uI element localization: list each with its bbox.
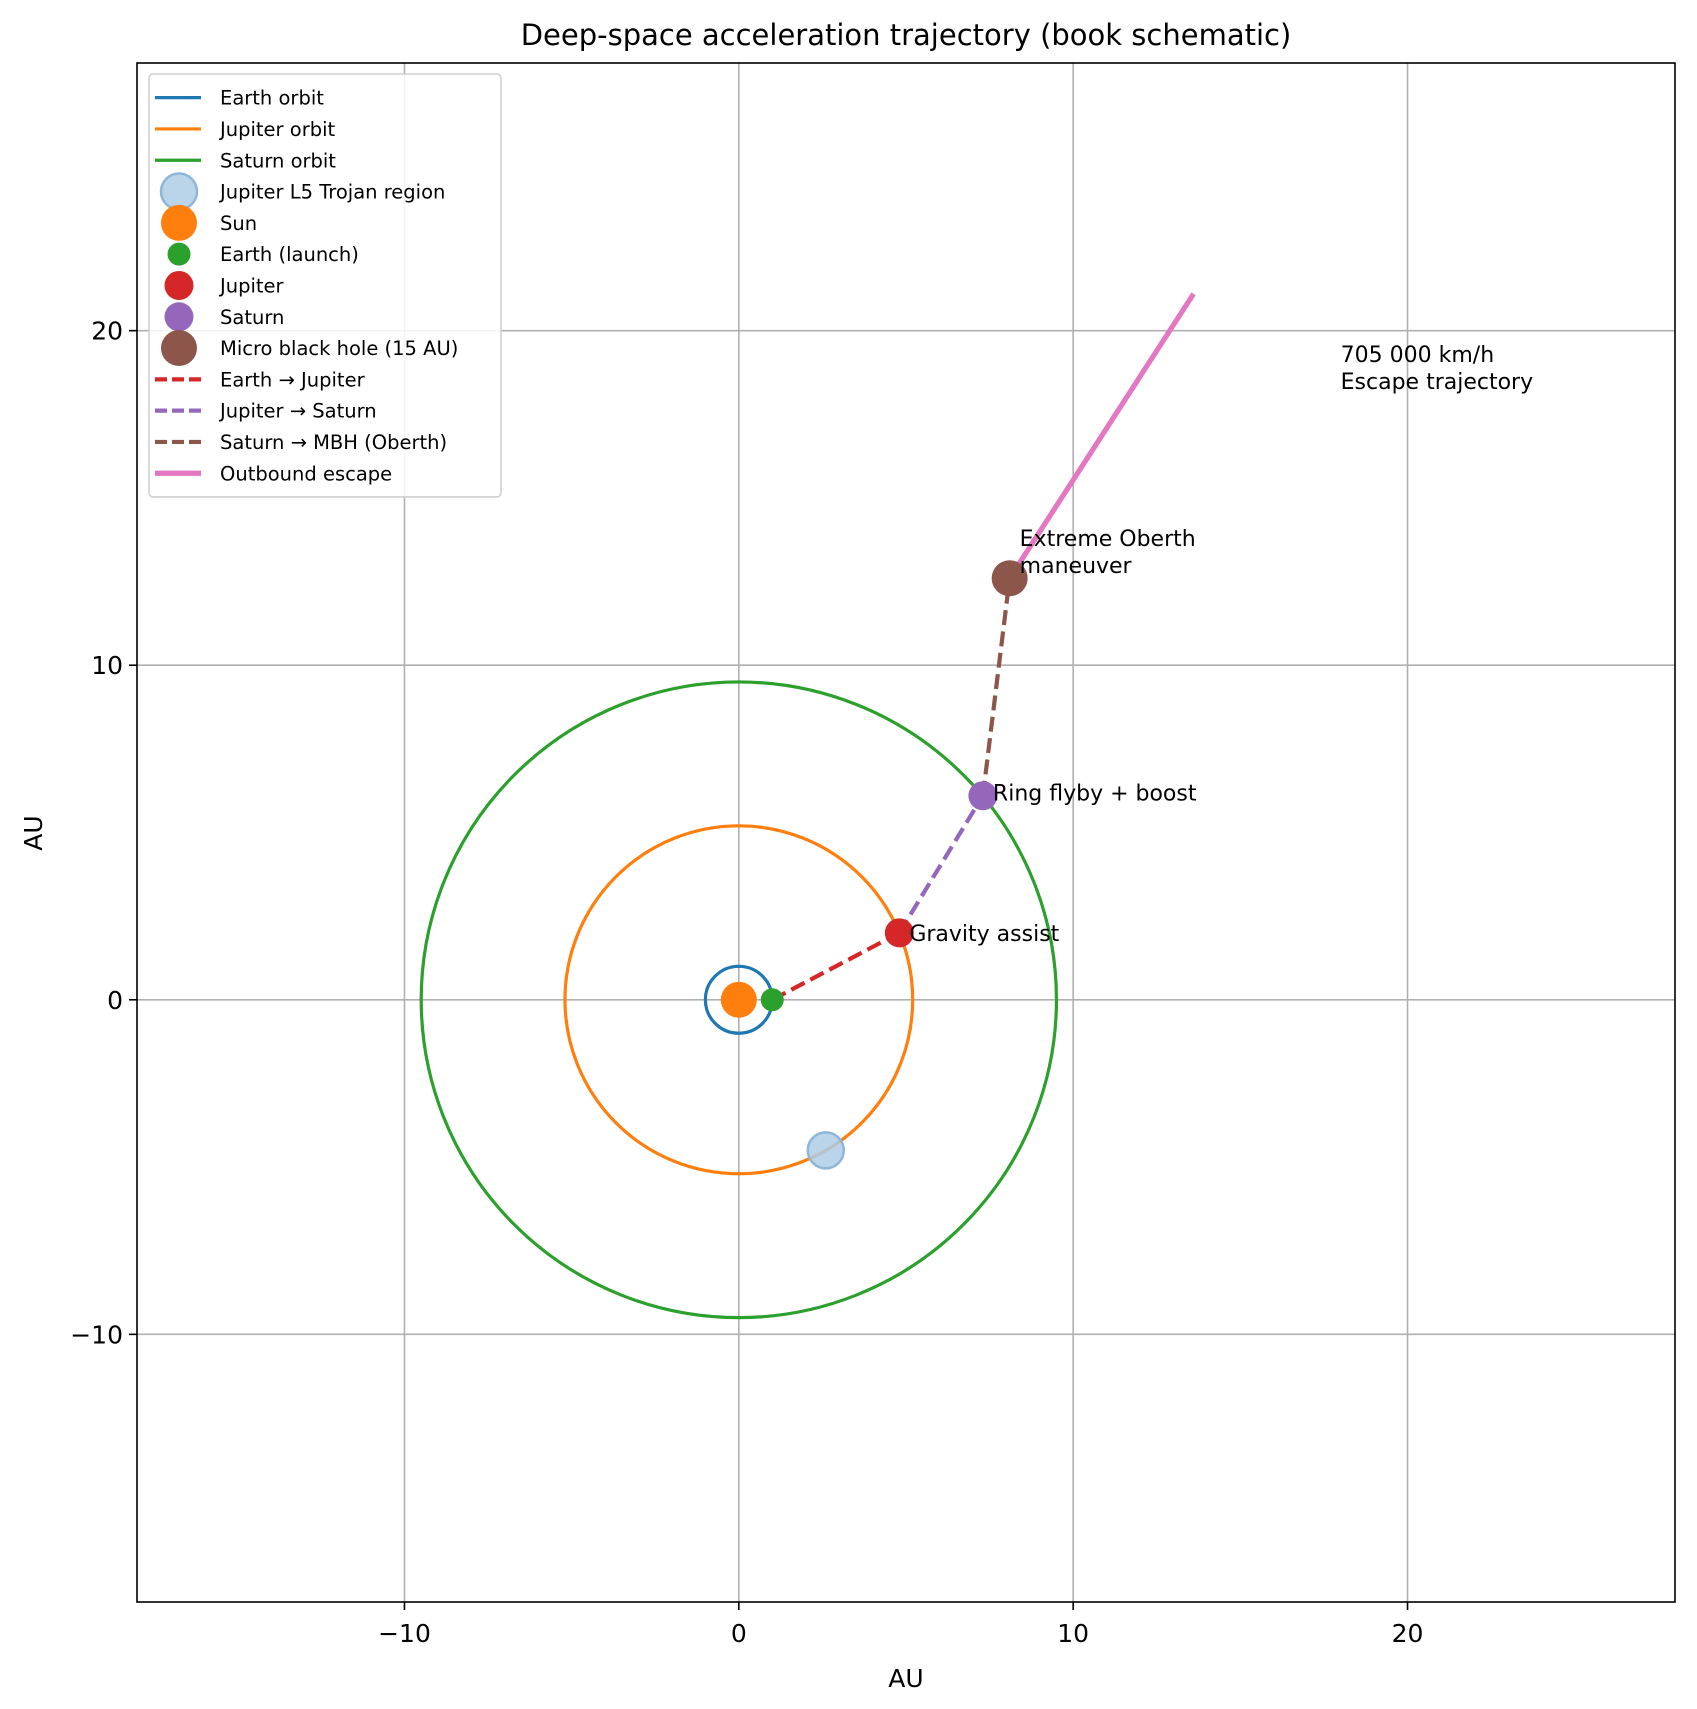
- plot-frame: [136, 62, 1676, 1603]
- legend-entry-earth-launch: Earth (launch): [167, 242, 359, 266]
- path-earth-jupiter: [771, 931, 901, 1002]
- annotation-line: maneuver: [1020, 554, 1133, 579]
- annotation-705-000-km-h: 705 000 km/h Escape trajectory: [1341, 343, 1533, 395]
- annotation-line: 705 000 km/h: [1341, 343, 1495, 368]
- legend-label: Earth orbit: [220, 87, 324, 110]
- annotation-line: Gravity assist: [909, 922, 1059, 947]
- legend-entry-saturn-orbit: Saturn orbit: [155, 149, 336, 172]
- legend-label: Micro black hole (15 AU): [220, 337, 458, 360]
- marker-jupiter: [884, 918, 914, 948]
- x-tick-label: 10: [1057, 1619, 1089, 1648]
- legend-label: Sun: [220, 212, 257, 235]
- annotation-ring-flyby-boost: Ring flyby + boost: [993, 781, 1197, 806]
- legend-entry-earth-orbit: Earth orbit: [155, 87, 324, 110]
- y-axis-label: AU: [19, 815, 48, 850]
- legend-box: [148, 73, 502, 498]
- legend: Earth orbit Jupiter orbit Saturn orbit Jupi…: [148, 73, 502, 498]
- path-outbound-escape: [1007, 292, 1196, 580]
- legend-entry-jupiter-orbit: Jupiter orbit: [155, 118, 336, 141]
- x-tick-label: 0: [731, 1619, 747, 1648]
- annotation-line: Extreme Oberth: [1020, 527, 1196, 552]
- annotation-gravity-assist: Gravity assist: [909, 922, 1059, 947]
- legend-entry-saturn: Saturn: [164, 302, 284, 332]
- legend-swatch-marker: [161, 330, 197, 367]
- legend-label: Saturn orbit: [220, 149, 336, 172]
- saturn-orbit-circle: [419, 680, 1059, 1320]
- plot-area: Gravity assist Ring flyby + boost Extreme …: [70, 62, 1676, 1648]
- legend-label: Outbound escape: [220, 462, 392, 485]
- legend-swatch-marker: [164, 270, 194, 300]
- y-tick-label: 0: [107, 986, 123, 1015]
- jupiter-orbit-circle: [563, 824, 915, 1176]
- path-jupiter-saturn: [897, 794, 985, 934]
- x-tick-label: 20: [1392, 1619, 1424, 1648]
- legend-label: Jupiter → Saturn: [218, 400, 377, 423]
- marker-earth-launch: [760, 988, 784, 1012]
- legend-label: Jupiter orbit: [218, 118, 336, 141]
- annotation-line: Ring flyby + boost: [993, 781, 1197, 806]
- legend-label: Jupiter: [218, 274, 285, 297]
- x-tick-label: −10: [378, 1619, 431, 1648]
- path-saturn-mbh-oberth: [980, 577, 1012, 796]
- legend-entry-jupiter-saturn: Jupiter → Saturn: [155, 400, 377, 423]
- legend-entry-micro-black-hole-15-au: Micro black hole (15 AU): [161, 330, 458, 367]
- legend-entry-jupiter-l5-trojan-region: Jupiter L5 Trojan region: [159, 172, 445, 211]
- legend-entry-sun: Sun: [161, 204, 257, 241]
- annotation-line: Escape trajectory: [1341, 370, 1533, 395]
- chart-title: Deep-space acceleration trajectory (book…: [521, 18, 1292, 52]
- legend-label: Earth (launch): [220, 243, 359, 266]
- legend-label: Saturn: [220, 306, 284, 329]
- legend-swatch-marker: [159, 172, 199, 211]
- marker-jupiter-l5-trojan-region: [806, 1131, 846, 1170]
- legend-label: Jupiter L5 Trojan region: [218, 181, 445, 204]
- legend-entry-saturn-mbh-oberth: Saturn → MBH (Oberth): [155, 431, 447, 454]
- legend-label: Earth → Jupiter: [220, 368, 366, 391]
- x-axis-label: AU: [888, 1664, 923, 1693]
- marker-saturn: [968, 781, 998, 811]
- legend-swatch-marker: [167, 242, 191, 266]
- y-tick-label: −10: [70, 1320, 123, 1349]
- legend-entry-earth-jupiter: Earth → Jupiter: [155, 368, 366, 391]
- marker-sun: [720, 981, 757, 1018]
- annotation-extreme-oberth: Extreme Oberth maneuver: [1020, 527, 1196, 579]
- legend-swatch-marker: [161, 204, 197, 241]
- y-tick-label: 20: [91, 317, 123, 346]
- legend-label: Saturn → MBH (Oberth): [220, 431, 447, 454]
- y-tick-label: 10: [91, 651, 123, 680]
- legend-entry-jupiter: Jupiter: [164, 270, 285, 300]
- legend-swatch-marker: [164, 302, 194, 332]
- marker-micro-black-hole-15-au: [991, 560, 1028, 597]
- legend-entry-outbound-escape: Outbound escape: [155, 462, 392, 485]
